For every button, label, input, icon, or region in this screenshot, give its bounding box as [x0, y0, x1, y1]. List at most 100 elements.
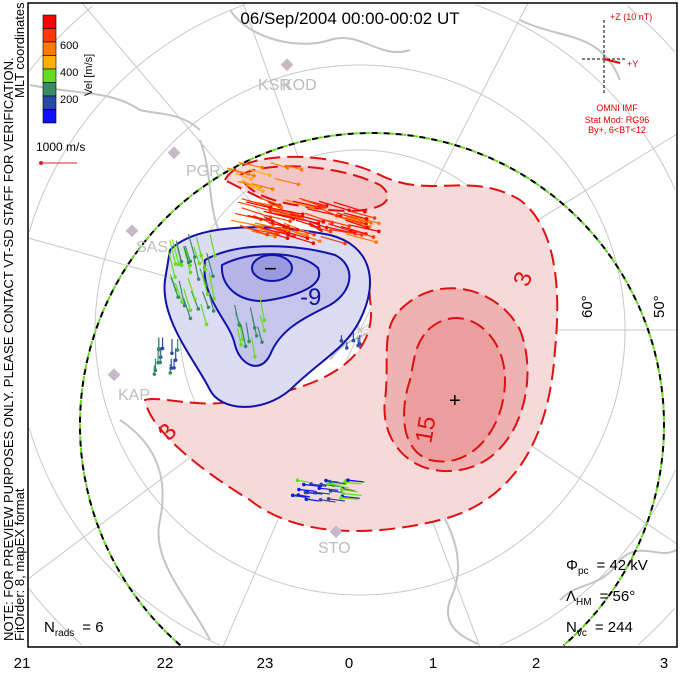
vector-origin-dot: [268, 215, 273, 220]
vector-origin-dot: [170, 351, 174, 356]
vector-origin-dot: [324, 225, 329, 230]
coordinate-system-label: MLT coordinates: [12, 2, 27, 98]
velocity-vector: [282, 230, 308, 239]
vector-origin-dot: [295, 212, 299, 217]
vector-origin-dot: [252, 173, 256, 178]
heppner-maynard-boundary: [79, 132, 665, 647]
vector-origin-dot: [324, 478, 328, 483]
velocity-vector: [183, 298, 192, 319]
latitude-circle: [637, 607, 675, 645]
velocity-vector: [333, 201, 366, 213]
vector-origin-dot: [238, 323, 242, 328]
vector-origin-dot: [326, 481, 330, 486]
vector-origin-dot: [304, 497, 309, 502]
velocity-vector: [240, 325, 247, 347]
vector-origin-dot: [188, 308, 193, 313]
velocity-vector: [259, 298, 265, 321]
velocity-vector: [280, 227, 308, 236]
velocity-vector: [259, 315, 266, 331]
hmb-arc-green: [79, 132, 665, 647]
velocity-vector: [245, 184, 264, 192]
velocity-vector: [249, 168, 270, 176]
vector-origin-dot: [188, 270, 193, 275]
stat-phi-pc: Φpc = 42 kV: [566, 557, 648, 577]
vector-origin-dot: [152, 372, 157, 376]
velocity-vector: [251, 316, 258, 336]
mlt-tick: 3: [660, 655, 668, 672]
velocity-vector: [306, 498, 320, 502]
latitude-circle: [500, 470, 676, 646]
velocity-vector: [342, 488, 355, 492]
velocity-colorbar: [42, 14, 57, 124]
vector-origin-dot: [260, 224, 265, 229]
velocity-vector: [230, 219, 263, 228]
velocity-vector: [347, 210, 375, 219]
velocity-vector: [328, 483, 342, 487]
latitude-circle: [626, 5, 675, 53]
velocity-vector: [254, 222, 288, 231]
velocity-vector: [170, 277, 179, 298]
vector-origin-dot: [239, 343, 243, 347]
colorbar-segment: [42, 109, 57, 124]
vector-origin-dot: [204, 322, 209, 327]
velocity-vector: [201, 291, 209, 308]
vector-origin-dot: [172, 366, 176, 370]
vector-origin-dot: [339, 495, 343, 500]
velocity-vector: [285, 199, 314, 209]
vector-origin-dot: [290, 493, 295, 498]
vector-origin-dot: [285, 236, 290, 241]
velocity-vector: [234, 212, 261, 220]
velocity-vector: [345, 216, 372, 224]
velocity-vector: [342, 492, 362, 496]
velocity-vector: [290, 216, 319, 224]
vector-origin-dot: [173, 262, 178, 266]
vector-origin-dot: [243, 344, 248, 349]
vector-origin-dot: [253, 354, 257, 359]
velocity-vector: [187, 233, 196, 258]
velocity-vector: [287, 234, 314, 244]
station-label: SAS: [136, 239, 168, 256]
vector-origin-dot: [340, 487, 344, 492]
vector-origin-dot: [182, 303, 187, 308]
vector-origin-dot: [179, 263, 184, 268]
vector-origin-dot: [351, 338, 356, 343]
velocity-vector: [297, 479, 309, 483]
vector-origin-dot: [211, 274, 215, 279]
mlt-axis: 21 22 23 0 1 2 3: [14, 655, 669, 672]
imf-bin: By+, 6<BT<12: [588, 125, 646, 135]
velocity-vector: [342, 495, 360, 499]
vector-origin-dot: [267, 173, 272, 178]
vector-origin-dot: [346, 478, 350, 482]
vector-origin-dot: [211, 309, 216, 313]
vector-origin-dot: [180, 300, 184, 304]
velocity-vector: [193, 246, 201, 264]
vector-origin-dot: [311, 241, 316, 246]
velocity-vector: [347, 479, 364, 483]
negative-potential-cell: [163, 226, 371, 408]
vector-origin-dot: [192, 255, 197, 259]
vector-origin-dot: [321, 220, 326, 224]
velocity-vector: [200, 303, 208, 325]
velocity-vector: [167, 250, 176, 278]
vector-origin-dot: [262, 328, 267, 333]
velocity-vector: [184, 245, 191, 262]
velocity-vector: [295, 219, 320, 229]
vector-origin-dot: [254, 334, 259, 338]
velocity-vector: [206, 252, 214, 277]
stat-lambda-hm: ΛHM = 56°: [566, 588, 635, 608]
velocity-vector: [175, 240, 183, 262]
vector-origin-dot: [318, 239, 322, 244]
velocity-vector: [271, 210, 303, 220]
vector-origin-dot: [377, 221, 381, 226]
vector-origin-dot: [288, 219, 292, 223]
velocity-vector: [269, 207, 298, 216]
station-label: STO: [318, 540, 351, 557]
velocity-vector: [240, 180, 259, 188]
vector-origin-dot: [300, 212, 305, 217]
velocity-vector: [245, 322, 250, 342]
vector-origin-dot: [339, 339, 344, 343]
velocity-vector: [309, 225, 331, 233]
vector-origin-dot: [295, 478, 300, 483]
vector-origin-dot: [364, 216, 369, 221]
latitude-circle: [28, 427, 220, 646]
